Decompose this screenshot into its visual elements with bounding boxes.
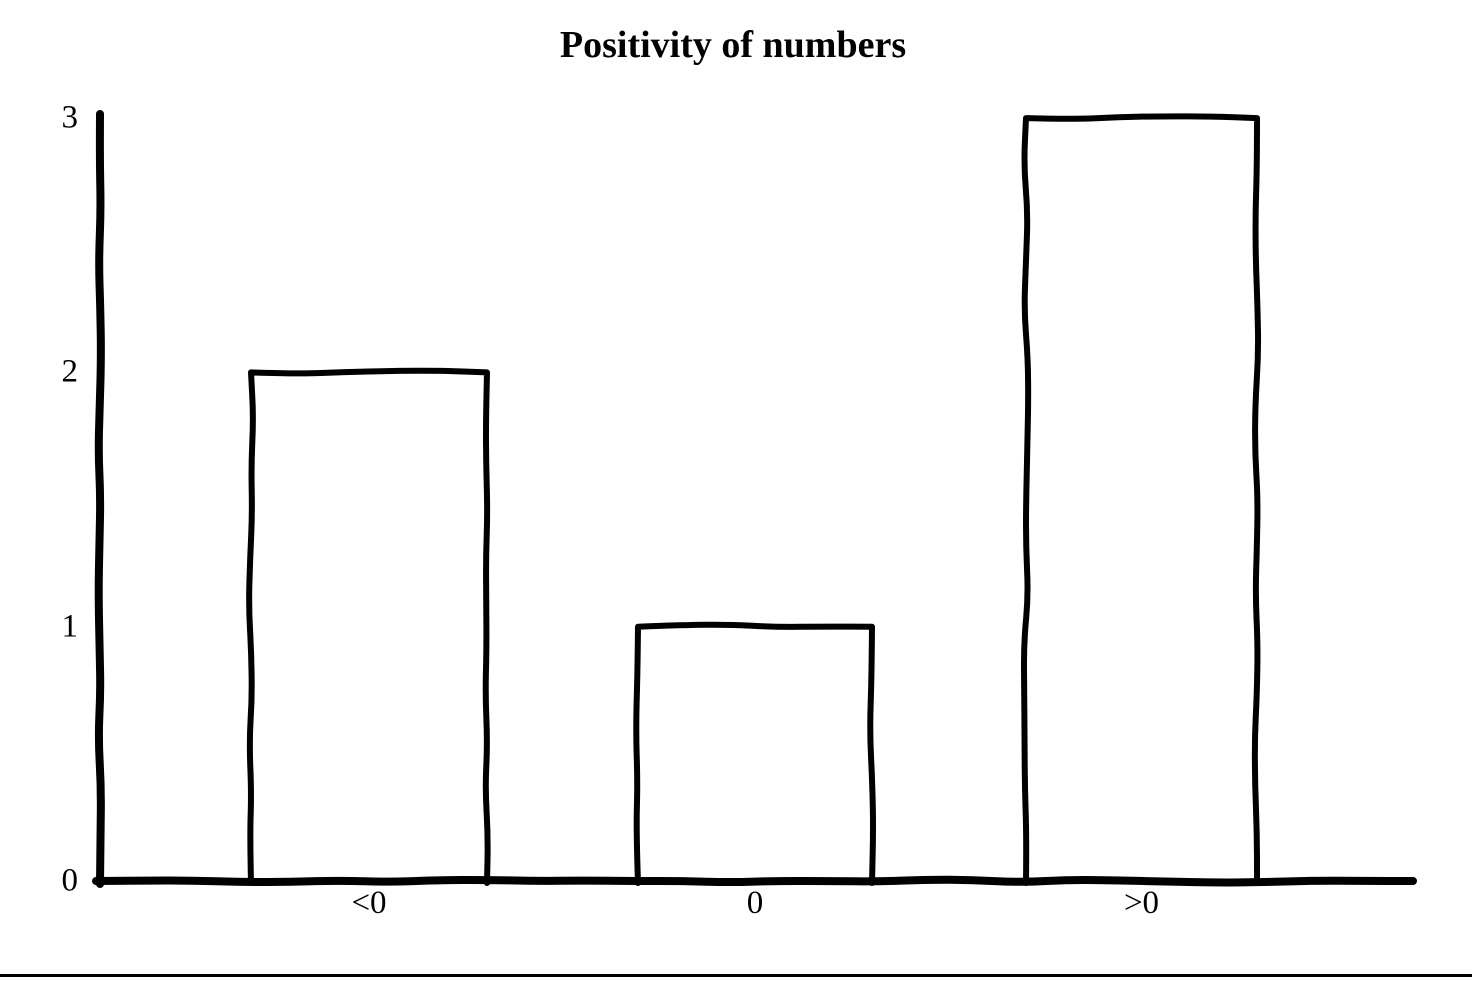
x-axis [92,875,1417,887]
y-tick-label-0: 0 [61,862,79,899]
x-category-label-1: 0 [746,885,764,921]
bottom-separator-line [0,974,1472,977]
bar-2 [1020,113,1262,886]
y-tick-label-3: 3 [61,99,79,136]
y-tick-label-2: 2 [61,353,79,390]
chart-title: Positivity of numbers [559,24,907,66]
x-category-label-2: >0 [1123,885,1160,921]
y-axis [94,110,105,888]
bar-0 [246,367,491,886]
y-tick-label-1: 1 [61,608,79,645]
bar-1 [633,621,877,886]
x-category-label-0: <0 [351,885,387,921]
